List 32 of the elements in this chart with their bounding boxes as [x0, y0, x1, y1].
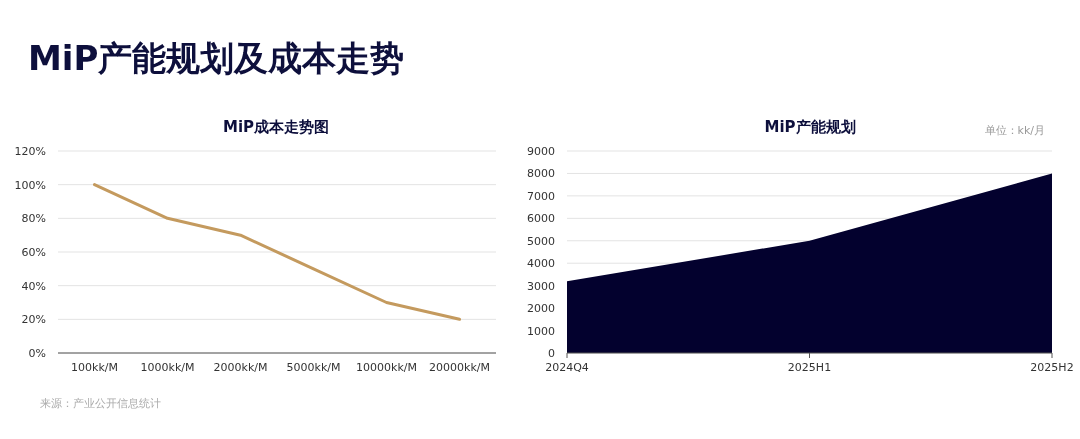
- y-tick-label: 8000: [527, 167, 555, 181]
- chart-title: MiP成本走势图: [222, 118, 330, 136]
- source-note: 来源：产业公开信息统计: [40, 397, 161, 410]
- line-series: [93, 183, 461, 321]
- x-tick-label: 20000kk/M: [429, 361, 490, 374]
- y-tick-label: 100%: [14, 178, 46, 192]
- x-tick-label: 2025H1: [787, 361, 832, 374]
- y-tick-label: 60%: [21, 246, 46, 259]
- y-tick-label: 20%: [21, 313, 46, 327]
- text: 单位：kk/月: [984, 124, 1045, 137]
- y-tick-label: 1000: [527, 324, 555, 338]
- y-tick-label: 0: [548, 347, 555, 360]
- x-tick-label: 5000kk/M: [286, 361, 341, 374]
- y-tick-label: 4000: [527, 257, 555, 271]
- y-tick-label: 120%: [14, 145, 46, 158]
- y-tick-label: 0%: [28, 347, 46, 360]
- x-tick-label: 2025H2: [1030, 361, 1074, 374]
- y-tick-label: 3000: [527, 279, 555, 293]
- y-tick-label: 5000: [527, 234, 555, 248]
- x-tick-label: 100kk/M: [71, 361, 118, 374]
- chart-title: MiP产能规划: [764, 118, 856, 136]
- y-tick-label: 7000: [527, 189, 555, 203]
- x-tick-label: 1000kk/M: [140, 361, 195, 374]
- x-tick-label: 2024Q4: [545, 361, 589, 374]
- y-tick-label: 9000: [527, 145, 555, 158]
- y-tick-label: 2000: [527, 302, 555, 316]
- y-tick-label: 6000: [527, 212, 555, 226]
- x-tick-label: 2000kk/M: [213, 361, 268, 374]
- y-tick-label: 80%: [21, 212, 46, 226]
- page-title: MiP产能规划及成本走势: [28, 38, 405, 78]
- x-tick-label: 10000kk/M: [356, 361, 417, 374]
- y-tick-label: 40%: [21, 279, 46, 293]
